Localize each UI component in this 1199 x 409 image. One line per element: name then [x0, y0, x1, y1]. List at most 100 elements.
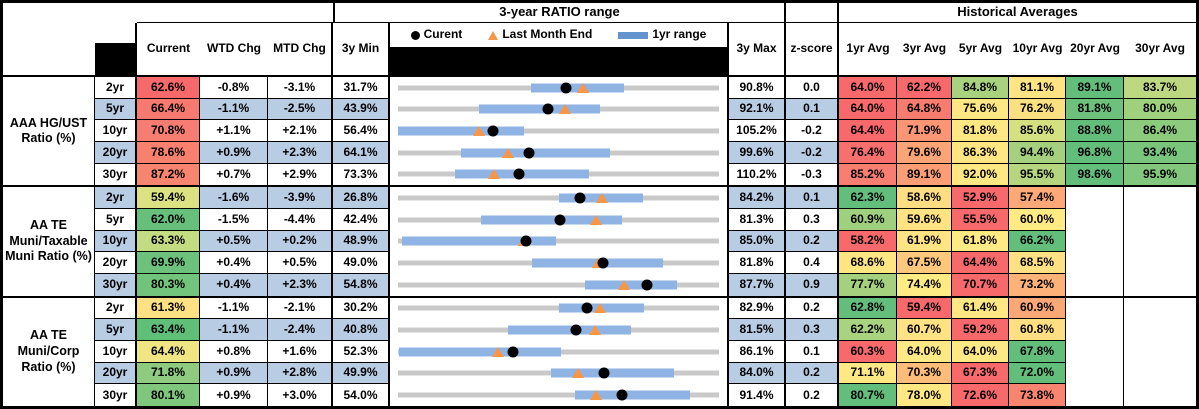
avg-cell: 89.1%	[1066, 77, 1124, 99]
min-cell: 30.2%	[333, 297, 390, 320]
avg-cell: 76.2%	[1009, 98, 1066, 121]
range-bar-1yr	[398, 347, 562, 357]
range-chart-area	[398, 319, 719, 341]
ratio-group-2: AA TE Muni/Taxable Muni Ratio (%) 2yr 59.4…	[3, 185, 1196, 296]
current-dot	[560, 82, 572, 94]
col-header-5yr-avg: 5yr Avg	[952, 23, 1009, 75]
max-cell: 81.5%	[729, 319, 786, 341]
range-chart-cell	[390, 98, 729, 121]
wtd-chg-cell: +0.9%	[200, 362, 268, 385]
zscore-cell: 0.9	[786, 273, 839, 296]
current-cell: 61.3%	[137, 297, 200, 320]
current-cell: 62.0%	[137, 208, 200, 231]
header-top-zscore-spacer	[786, 3, 839, 23]
range-bar-1yr	[574, 390, 690, 400]
avg-cell: 66.2%	[1009, 230, 1066, 253]
avg-cell: 86.3%	[952, 141, 1009, 164]
tenor-cell: 20yr	[95, 141, 137, 164]
avg-cell: 62.2%	[839, 319, 897, 341]
current-cell: 69.9%	[137, 252, 200, 274]
tenor-cell: 2yr	[95, 297, 137, 320]
avg-cell: 68.6%	[839, 252, 897, 274]
avg-cell: 62.3%	[839, 187, 897, 209]
last-month-end-triangle-icon	[488, 30, 499, 40]
range-chart-area	[398, 142, 719, 164]
wtd-chg-cell: -1.6%	[200, 187, 268, 209]
last-month-end-triangle	[491, 346, 504, 357]
range-chart-cell	[390, 120, 729, 142]
current-cell: 66.4%	[137, 98, 200, 121]
range-bar-1yr	[585, 280, 678, 290]
tenor-cell: 30yr	[95, 163, 137, 186]
tenor-cell: 20yr	[95, 362, 137, 385]
zscore-cell: 0.2	[786, 297, 839, 320]
historical-averages-title: Historical Averages	[839, 3, 1196, 23]
current-cell: 80.1%	[137, 384, 200, 406]
max-cell: 87.7%	[729, 273, 786, 296]
range-bar-1yr	[478, 104, 601, 114]
legend-lme-item: Last Month End	[488, 28, 592, 41]
min-cell: 42.4%	[333, 208, 390, 231]
tenor-cell: 10yr	[95, 340, 137, 363]
current-cell: 70.8%	[137, 120, 200, 142]
max-cell: 91.4%	[729, 384, 786, 406]
current-dot	[574, 192, 586, 204]
header-label-spacer	[3, 23, 95, 75]
min-cell: 49.9%	[333, 362, 390, 385]
range-bar-swatch-icon	[618, 31, 649, 39]
avg-cell: 59.2%	[952, 319, 1009, 341]
avg-cell: 73.8%	[1009, 384, 1066, 406]
range-chart-cell	[390, 77, 729, 99]
range-bar-1yr	[507, 325, 632, 335]
last-month-end-triangle	[590, 390, 603, 401]
avg-cell: 60.9%	[1009, 297, 1066, 320]
range-bar-1yr	[461, 148, 610, 158]
last-month-end-triangle	[558, 104, 571, 115]
zscore-cell: 0.1	[786, 187, 839, 209]
avg-cell: 58.2%	[839, 230, 897, 253]
tenor-cell: 5yr	[95, 319, 137, 341]
tenor-cell: 10yr	[95, 120, 137, 142]
range-chart-area	[398, 384, 719, 406]
avg-cell: 60.9%	[839, 208, 897, 231]
avg-cell: 81.8%	[952, 120, 1009, 142]
max-cell: 81.8%	[729, 252, 786, 274]
current-dot	[598, 367, 610, 379]
range-track	[398, 128, 719, 134]
current-cell: 63.4%	[137, 319, 200, 341]
range-track	[398, 392, 719, 398]
tenor-cell: 5yr	[95, 98, 137, 121]
avg-cell: 60.7%	[897, 319, 952, 341]
range-bar-1yr	[480, 215, 622, 225]
current-dot	[523, 147, 535, 159]
col-header-current: Current	[137, 23, 200, 75]
min-cell: 64.1%	[333, 141, 390, 164]
range-chart-cell	[390, 252, 729, 274]
mtd-chg-cell: -3.9%	[268, 187, 333, 209]
mtd-chg-cell: +0.2%	[268, 230, 333, 253]
min-cell: 26.8%	[333, 187, 390, 209]
col-header-1yr-avg: 1yr Avg	[839, 23, 897, 75]
avg-cell: 96.8%	[1066, 141, 1124, 164]
black-fill-block	[95, 43, 135, 75]
avg-cell: 61.8%	[952, 230, 1009, 253]
avg-cell: 72.6%	[952, 384, 1009, 406]
avg-cell: 74.4%	[897, 273, 952, 296]
zscore-cell: 0.2	[786, 362, 839, 385]
tenor-cell: 2yr	[95, 77, 137, 99]
legend-lme-label: Last Month End	[502, 27, 593, 42]
wtd-chg-cell: -1.1%	[200, 319, 268, 341]
legend-current-item: Curent	[410, 28, 462, 41]
avg-cell: 60.3%	[839, 340, 897, 363]
avg-cell: 75.6%	[952, 98, 1009, 121]
last-month-end-triangle	[502, 147, 515, 158]
avg-cell: 67.5%	[897, 252, 952, 274]
current-dot	[520, 235, 532, 247]
range-chart-area	[398, 77, 719, 99]
group-label: AA TE Muni/Corp Ratio (%)	[3, 297, 95, 406]
range-chart-area	[398, 274, 719, 296]
last-month-end-triangle	[596, 193, 609, 204]
wtd-chg-cell: +0.5%	[200, 230, 268, 253]
avg-cell: 93.4%	[1124, 141, 1196, 164]
avg-cell: 71.9%	[897, 120, 952, 142]
